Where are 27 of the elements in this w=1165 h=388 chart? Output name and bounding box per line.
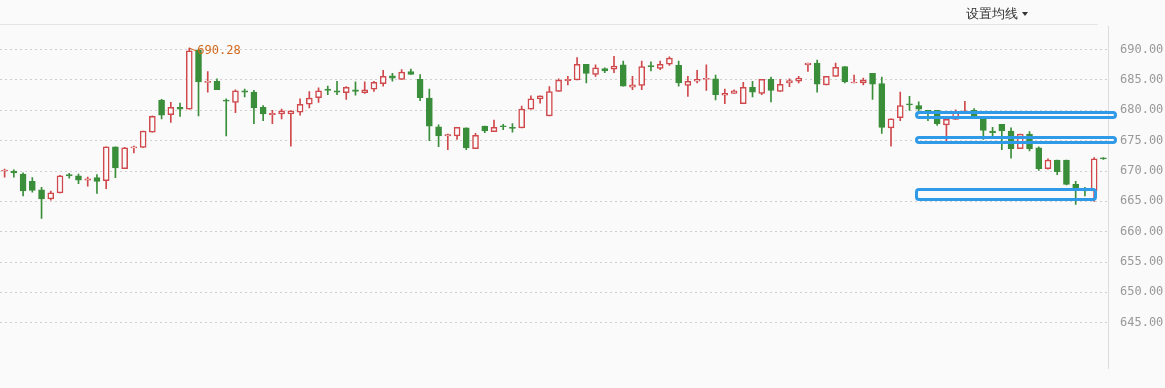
annotation: 690.28 (197, 43, 241, 58)
y-tick-label: 685.00 (1120, 72, 1164, 87)
candlestick (361, 81, 369, 94)
text: 设置均线 (966, 5, 1018, 23)
y-tick-label: 655.00 (1120, 254, 1164, 269)
candlestick (176, 102, 184, 117)
candlestick (721, 88, 729, 104)
candlestick (204, 71, 212, 93)
y-tick-label: 645.00 (1120, 314, 1164, 329)
candlestick (850, 74, 858, 84)
y-tick-label: 680.00 (1120, 102, 1164, 117)
y-tick-label: 690.00 (1120, 41, 1164, 56)
y-tick-label: 670.00 (1120, 163, 1164, 178)
candlestick (610, 56, 618, 74)
y-tick-label: 650.00 (1120, 284, 1164, 299)
candlestick (333, 80, 341, 95)
candlestick (324, 85, 332, 95)
candlestick (84, 176, 92, 187)
y-tick-label: 675.00 (1120, 132, 1164, 147)
candlestick (684, 76, 692, 97)
y-tick-label: 665.00 (1120, 193, 1164, 208)
y-tick-label: 660.00 (1120, 223, 1164, 238)
candlestick (693, 69, 701, 84)
candlestick (287, 110, 295, 147)
candlestick (222, 98, 230, 137)
candlestick (444, 133, 452, 151)
candlestick (241, 88, 249, 98)
